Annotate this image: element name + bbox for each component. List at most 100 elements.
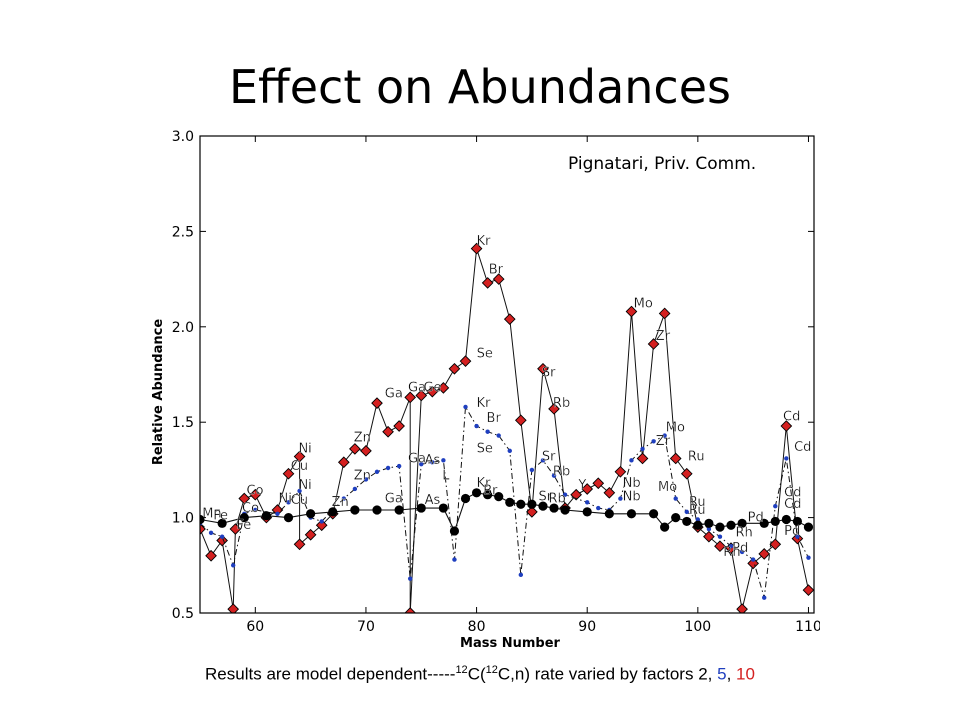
point-factor10: [426, 385, 439, 398]
x-tick-label: 100: [684, 619, 711, 635]
caption-factor-2: 2: [698, 664, 708, 684]
element-label: Zn: [354, 468, 371, 483]
point-factor2: [582, 507, 592, 517]
point-factor5: [208, 530, 214, 536]
point-factor2: [726, 520, 736, 530]
element-label: Mo: [634, 297, 653, 312]
point-factor5: [275, 511, 280, 516]
point-factor10: [315, 519, 328, 532]
element-label: As: [425, 493, 441, 508]
point-factor10: [205, 549, 217, 562]
point-factor2: [394, 505, 404, 515]
point-factor5: [596, 505, 601, 511]
element-label: Ga: [408, 451, 426, 466]
point-factor2: [283, 513, 294, 523]
point-factor10: [459, 355, 472, 367]
point-factor10: [758, 548, 771, 560]
point-factor10: [448, 362, 461, 375]
point-factor2: [306, 509, 316, 519]
point-factor5: [374, 469, 380, 475]
caption-text-1: C(: [467, 664, 486, 684]
element-label: Zr: [656, 329, 671, 344]
caption-prefix: Results are model dependent-----: [205, 664, 456, 684]
caption-sep-2: ,: [726, 664, 737, 684]
point-factor5: [684, 509, 689, 515]
point-factor10: [526, 506, 538, 518]
element-label: Ru: [688, 449, 705, 464]
element-label: Pd: [748, 510, 764, 525]
point-factor2: [770, 516, 780, 527]
element-label: Sr: [539, 489, 553, 504]
point-factor5: [551, 473, 557, 478]
point-factor2: [715, 522, 725, 532]
element-label: Pd: [732, 541, 748, 556]
point-factor5: [219, 534, 225, 539]
element-label: Fe: [213, 509, 228, 524]
point-factor2: [527, 499, 537, 509]
element-label: Fe: [237, 518, 252, 533]
element-label: Ni: [298, 442, 311, 457]
element-label: Rb: [553, 396, 570, 411]
element-label: L: [442, 468, 450, 483]
point-factor5: [773, 503, 778, 509]
point-factor2: [239, 513, 249, 523]
element-label: Cd: [784, 497, 801, 512]
point-factor10: [747, 557, 759, 570]
element-label: Br: [483, 484, 498, 499]
point-factor10: [337, 456, 350, 469]
point-factor2: [704, 518, 714, 528]
point-factor10: [415, 389, 428, 402]
series-line-factor10: [200, 248, 809, 613]
element-label: Nb: [623, 476, 641, 491]
point-factor5: [750, 557, 756, 562]
x-tick-label: 70: [357, 619, 375, 635]
x-axis-label: Mass Number: [460, 636, 561, 651]
point-factor5: [540, 458, 546, 463]
point-factor5: [518, 572, 524, 578]
element-label: Mo: [666, 421, 685, 436]
point-factor2: [660, 522, 670, 532]
point-factor5: [430, 460, 435, 465]
point-factor10: [238, 492, 251, 505]
point-factor5: [253, 507, 258, 513]
point-factor2: [438, 503, 448, 513]
element-label: Ru: [689, 503, 706, 518]
point-factor2: [372, 505, 382, 515]
point-factor2: [516, 499, 526, 509]
element-label: Cd: [794, 440, 811, 455]
point-factor2: [781, 514, 791, 525]
point-factor10: [537, 362, 549, 375]
point-factor2: [671, 513, 681, 523]
point-factor5: [640, 446, 645, 452]
point-factor2: [604, 509, 614, 519]
element-label: Y: [577, 478, 586, 493]
plot-frame: [199, 135, 815, 614]
point-factor2: [261, 511, 271, 521]
point-factor5: [507, 448, 512, 454]
y-tick-label: 1.0: [172, 511, 194, 527]
point-factor5: [706, 526, 712, 532]
point-factor10: [393, 420, 405, 432]
point-factor2: [737, 518, 747, 528]
point-factor5: [529, 467, 535, 473]
point-factor10: [647, 338, 660, 350]
point-factor10: [769, 538, 782, 551]
point-factor5: [485, 429, 490, 434]
element-label: Mo: [658, 480, 677, 495]
point-factor2: [803, 522, 814, 532]
point-factor10: [470, 242, 483, 255]
point-factor5: [230, 563, 236, 568]
point-factor5: [795, 534, 800, 539]
element-label: As: [425, 453, 441, 468]
point-factor10: [503, 313, 516, 326]
point-factor2: [682, 516, 692, 527]
point-factor5: [662, 433, 667, 438]
point-factor5: [651, 439, 656, 444]
point-factor10: [200, 523, 206, 535]
point-factor2: [494, 492, 504, 502]
point-factor10: [636, 452, 649, 465]
element-label: Cd: [783, 409, 800, 424]
point-factor5: [585, 500, 590, 505]
point-factor10: [282, 467, 295, 480]
